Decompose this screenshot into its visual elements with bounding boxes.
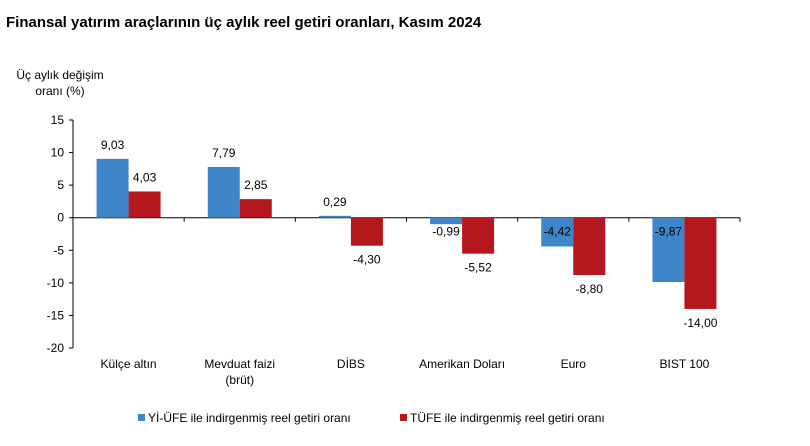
y-tick-label: 15 bbox=[51, 113, 65, 127]
data-label: -0,99 bbox=[432, 225, 460, 239]
bar-yiufe bbox=[541, 217, 574, 247]
data-label: 4,03 bbox=[133, 170, 157, 184]
bars bbox=[96, 158, 717, 309]
category-labels: Külçe altın Mevduat faizi (brüt) DİBS Amerik… bbox=[101, 357, 710, 387]
category-label: BIST 100 bbox=[660, 357, 710, 371]
bar-yiufe bbox=[96, 158, 129, 218]
y-axis-label-line: Üç aylık değişim bbox=[16, 68, 103, 82]
bar-tufe bbox=[239, 199, 272, 218]
y-axis-label: Üç aylık değişim oranı (%) bbox=[16, 68, 103, 98]
y-tick-label: -10 bbox=[47, 276, 65, 290]
legend: Yİ-ÜFE ile indirgenmiş reel getiri oranı… bbox=[138, 411, 605, 425]
bar-yiufe bbox=[318, 215, 351, 218]
data-label: -5,52 bbox=[464, 261, 492, 275]
bar-yiufe bbox=[652, 217, 685, 283]
y-tick-label: 0 bbox=[57, 211, 64, 225]
y-tick-label: 10 bbox=[51, 146, 65, 160]
y-tick-label: -20 bbox=[47, 341, 65, 355]
y-tick-label: -15 bbox=[47, 308, 65, 322]
bar-tufe bbox=[462, 217, 495, 254]
chart-title: Finansal yatırım araçlarının üç aylık re… bbox=[6, 14, 482, 31]
bar-tufe bbox=[128, 191, 161, 218]
legend-entry: Yİ-ÜFE ile indirgenmiş reel getiri oranı bbox=[148, 411, 351, 425]
category-label: (brüt) bbox=[225, 373, 254, 387]
category-label: Euro bbox=[561, 357, 587, 371]
legend-swatch bbox=[138, 414, 145, 421]
bar-tufe bbox=[350, 217, 383, 246]
bar-yiufe bbox=[430, 217, 463, 225]
data-labels: 9,03 4,03 7,79 2,85 0,29 -4,30 -0,99 -5,52 -4,42… bbox=[101, 138, 718, 330]
data-label: -4,42 bbox=[544, 225, 572, 239]
data-label: 9,03 bbox=[101, 138, 125, 152]
category-label: Külçe altın bbox=[101, 357, 157, 371]
data-label: 2,85 bbox=[244, 178, 268, 192]
data-label: 7,79 bbox=[212, 146, 236, 160]
y-tick-label: 5 bbox=[57, 178, 64, 192]
legend-swatch bbox=[400, 414, 407, 421]
axes: 15 10 5 0 -5 -10 -15 -20 bbox=[47, 113, 741, 355]
legend-entry: TÜFE ile indirgenmiş reel getiri oranı bbox=[410, 411, 605, 425]
category-label: Mevduat faizi bbox=[204, 357, 275, 371]
bar-tufe bbox=[573, 217, 606, 276]
data-label: -9,87 bbox=[655, 225, 683, 239]
category-label: DİBS bbox=[337, 357, 365, 371]
category-label: Amerikan Doları bbox=[419, 357, 505, 371]
data-label: 0,29 bbox=[323, 195, 347, 209]
bar-yiufe bbox=[207, 166, 240, 218]
bar-tufe bbox=[684, 217, 717, 309]
y-tick-label: -5 bbox=[53, 243, 64, 257]
data-label: -8,80 bbox=[576, 282, 604, 296]
data-label: -4,30 bbox=[353, 253, 381, 267]
data-label: -14,00 bbox=[683, 316, 717, 330]
y-axis-label-line: oranı (%) bbox=[35, 84, 84, 98]
